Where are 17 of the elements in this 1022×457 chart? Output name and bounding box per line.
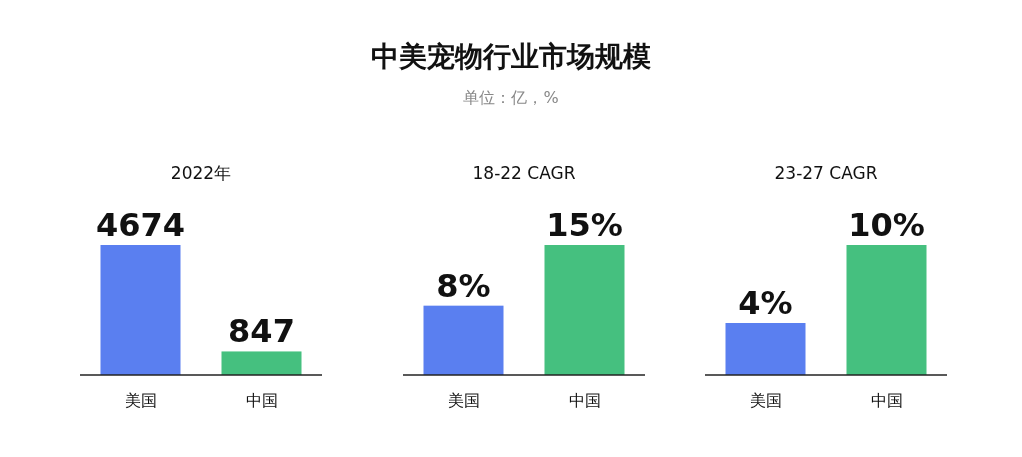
x-tick-label: 美国 (124, 391, 157, 410)
data-label: 10% (848, 206, 925, 244)
chart-title: 中美宠物行业市场规模 (371, 40, 651, 73)
x-tick-label: 中国 (568, 391, 601, 410)
data-label: 847 (228, 312, 295, 351)
x-tick-label: 中国 (245, 391, 278, 410)
data-label: 8% (436, 266, 491, 305)
x-tick-label: 美国 (447, 391, 480, 410)
data-label: 4674 (95, 206, 186, 244)
chart-subtitle: 23-27 CAGR (774, 163, 878, 183)
chart-subtitle: 2022年 (170, 163, 232, 183)
text: 18-22 CAGR (472, 163, 576, 183)
x-tick-label: 中国 (870, 391, 903, 410)
x-tick-label: 美国 (749, 391, 782, 410)
data-label: 15% (546, 206, 623, 244)
chart-subtitle: 单位：亿，% (463, 88, 559, 107)
data-label: 4% (738, 284, 793, 322)
